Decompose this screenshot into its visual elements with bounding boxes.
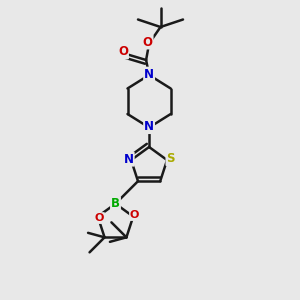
Text: S: S [167,152,175,165]
Text: N: N [144,68,154,81]
Text: O: O [142,35,153,49]
Text: N: N [124,153,134,166]
Text: O: O [94,213,104,223]
Text: O: O [118,45,128,58]
Text: O: O [130,210,140,220]
Text: B: B [111,197,120,210]
Text: N: N [144,120,154,133]
